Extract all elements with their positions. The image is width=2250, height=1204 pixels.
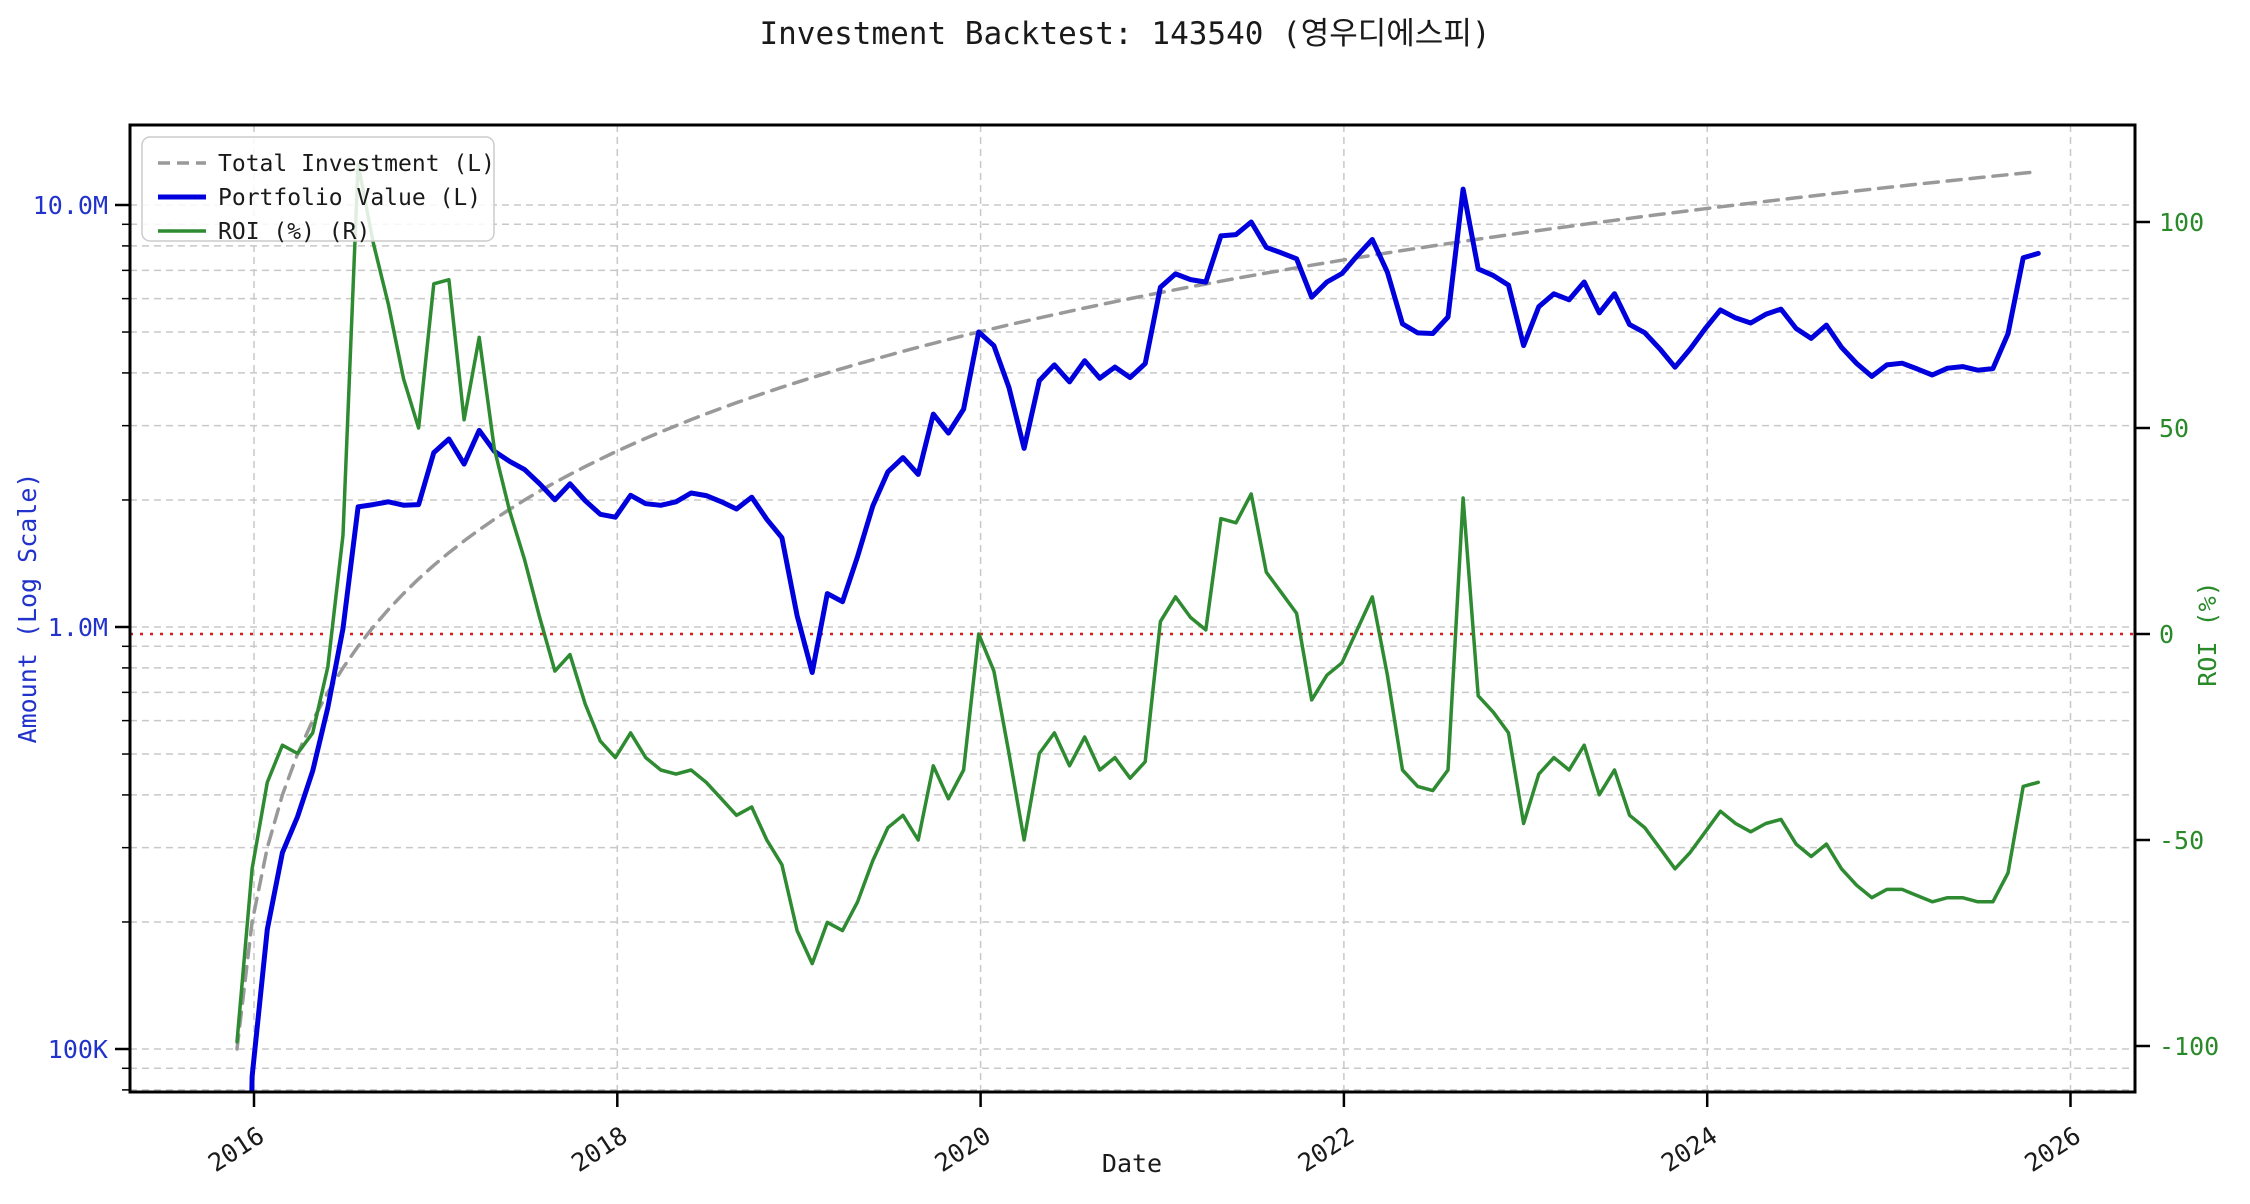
x-tick-label: 2020 [930, 1121, 996, 1178]
x-tick-label: 2022 [1293, 1121, 1359, 1178]
plot-border [128, 123, 2137, 1094]
x-tick-label: 2016 [203, 1121, 269, 1178]
data-series [130, 162, 2135, 1092]
legend: Total Investment (L) Portfolio Value (L) R… [141, 136, 495, 245]
axis-ticks [115, 203, 2150, 1107]
x-tick-label: 2018 [566, 1121, 632, 1178]
y-axis-left-label: Amount (Log Scale) [13, 473, 42, 744]
legend-box [141, 136, 495, 242]
legend-label-0: Total Investment (L) [218, 151, 495, 177]
y-left-tick-label: 100K [48, 1035, 108, 1064]
chart-title: Investment Backtest: 143540 (영우디에스피) [759, 16, 1490, 52]
x-tick-label: 2026 [2019, 1121, 2085, 1178]
total-investment-line [235, 169, 2041, 1051]
gridlines [130, 125, 2135, 1092]
portfolio-value-line [249, 186, 2041, 1092]
roi-line [235, 162, 2041, 1044]
y-axis-right-label: ROI (%) [2193, 581, 2222, 686]
legend-label-2: ROI (%) (R) [218, 219, 370, 245]
y-left-tick-label: 1.0M [48, 613, 108, 642]
x-axis-label: Date [1102, 1149, 1162, 1178]
y-right-tick-label: 0 [2159, 620, 2174, 649]
x-tick-label: 2024 [1656, 1121, 1722, 1178]
y-left-tick-label: 10.0M [33, 191, 108, 220]
y-right-tick-label: 50 [2159, 414, 2189, 443]
axis-tick-labels: 10.0M 1.0M 100K 100 50 0 -50 -100 2016 2018 2020 20… [33, 191, 2219, 1178]
legend-label-1: Portfolio Value (L) [218, 185, 481, 211]
y-right-tick-label: 100 [2159, 208, 2204, 237]
y-right-tick-label: -50 [2159, 826, 2204, 855]
y-right-tick-label: -100 [2159, 1032, 2219, 1061]
plot-frame [128, 123, 2137, 1094]
